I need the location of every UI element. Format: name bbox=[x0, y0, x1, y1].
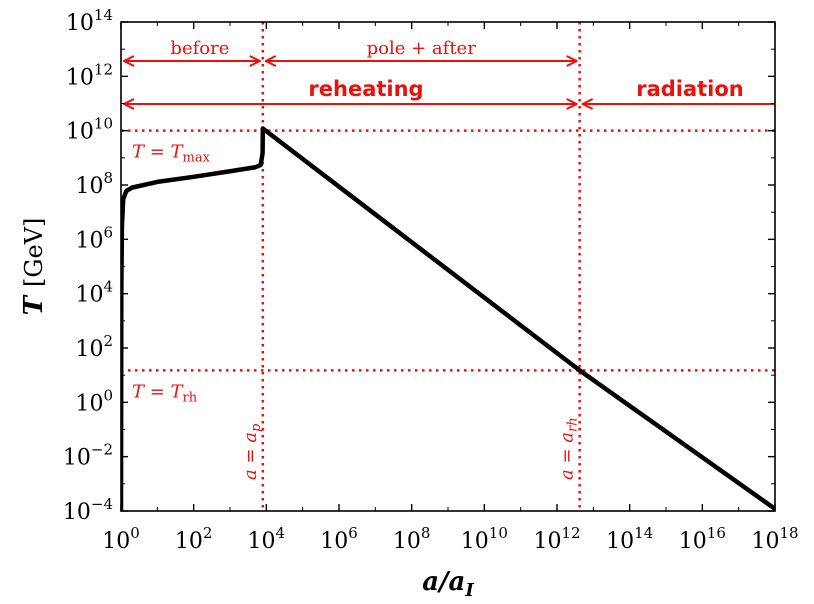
y-tick-label-3: 102 bbox=[75, 332, 113, 362]
x-tick-label-7: 1014 bbox=[606, 524, 653, 554]
x-tick-label-3: 106 bbox=[320, 524, 358, 554]
series-layer bbox=[121, 126, 775, 511]
x-axis-label: a/aI bbox=[422, 567, 474, 601]
x-tick-label-0: 100 bbox=[102, 524, 140, 554]
x-tick-label-8: 1016 bbox=[679, 524, 726, 554]
x-tick-label-5: 1010 bbox=[461, 524, 508, 554]
x-tick-label-4: 108 bbox=[393, 524, 431, 554]
y-tick-label-4: 104 bbox=[75, 278, 113, 308]
x-tick-label-1: 102 bbox=[175, 524, 213, 554]
before-label: before bbox=[170, 38, 229, 59]
y-tick-label-8: 1012 bbox=[66, 60, 113, 90]
x-tick-label-9: 1018 bbox=[751, 524, 798, 554]
y-tick-label-7: 1010 bbox=[66, 115, 113, 145]
x-tick-label-2: 104 bbox=[248, 524, 286, 554]
hline-label-0: T = Tmax bbox=[132, 142, 211, 166]
series-line-0 bbox=[121, 126, 775, 511]
y-tick-label-2: 100 bbox=[75, 386, 113, 416]
pole-after-label: pole + after bbox=[367, 38, 477, 59]
y-tick-label-5: 106 bbox=[75, 223, 113, 253]
hline-label-1: T = Trh bbox=[132, 381, 198, 405]
y-axis-label: T [GeV] bbox=[19, 218, 49, 316]
axis-labels: a/aI T [GeV] bbox=[19, 218, 474, 601]
y-tick-label-0: 10−4 bbox=[63, 495, 113, 525]
vline-label-0: a = ap bbox=[240, 423, 264, 480]
vline-label-1: a = arh bbox=[557, 417, 581, 480]
reference-lines: a = ap a = arh T = Tmax T = Trh bbox=[121, 22, 775, 511]
y-tick-label-9: 1014 bbox=[66, 6, 113, 36]
annotations: before pole + after reheating radiation bbox=[124, 38, 775, 104]
radiation-label: radiation bbox=[636, 77, 744, 101]
reheating-label: reheating bbox=[308, 77, 423, 101]
y-tick-label-1: 10−2 bbox=[63, 441, 113, 471]
x-tick-label-6: 1012 bbox=[533, 524, 580, 554]
y-tick-label-6: 108 bbox=[75, 169, 113, 199]
ticks: 100 102 104 106 108 1010 1012 1014 1016 101810−41… bbox=[63, 6, 799, 554]
